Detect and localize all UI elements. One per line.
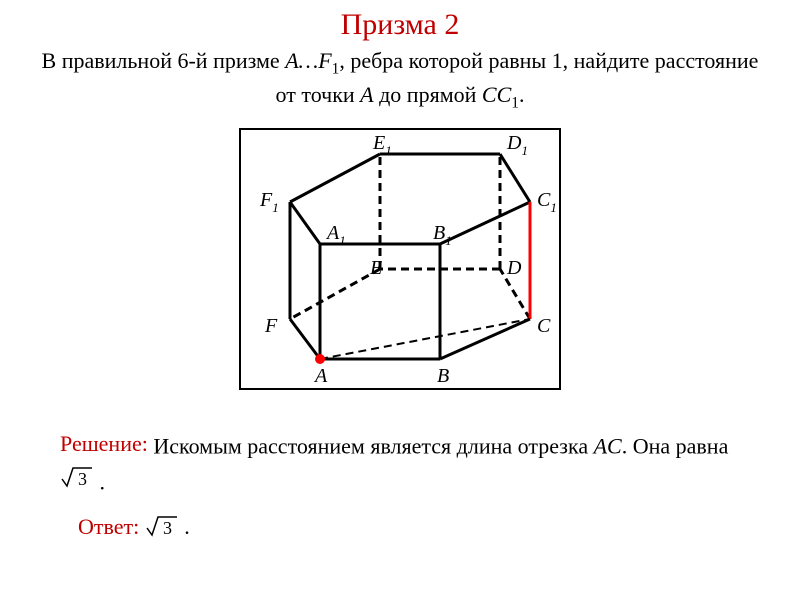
segment-ac: AC — [594, 434, 622, 459]
solution-text1: Искомым расстоянием является длина отрез… — [148, 434, 594, 459]
point-a: A — [360, 82, 373, 107]
sqrt-expression-2: 3 — [145, 513, 179, 545]
prism-diagram: ABCDEFA1B1C1D1E1F1 — [215, 124, 585, 404]
vertex-labels: ABCDEFA1B1C1D1E1F1 — [259, 132, 557, 387]
svg-text:D1: D1 — [506, 132, 528, 158]
prism-edges — [290, 154, 530, 364]
svg-text:C: C — [537, 315, 551, 337]
sqrt-expression-1: 3 — [60, 464, 94, 499]
prism-name: A…F — [285, 48, 331, 73]
solution-text3: . — [94, 469, 105, 494]
problem-statement: В правильной 6-й призме A…F1, ребра кото… — [0, 42, 800, 114]
slide-title: Призма 2 — [0, 0, 800, 42]
svg-text:B: B — [437, 365, 449, 387]
problem-part3: до прямой — [374, 82, 482, 107]
sqrt-val-2: 3 — [163, 518, 172, 538]
problem-part1: В правильной 6-й призме — [42, 48, 286, 73]
figure-container: ABCDEFA1B1C1D1E1F1 — [0, 124, 800, 409]
sqrt-val-1: 3 — [78, 469, 87, 489]
solution-block: Решение: Искомым расстоянием является дл… — [0, 409, 800, 499]
line-cc-sub: 1 — [511, 95, 519, 112]
solution-text2: . Она равна — [622, 434, 729, 459]
svg-text:D: D — [506, 257, 522, 279]
answer-tail: . — [179, 514, 190, 539]
problem-part4: . — [519, 82, 525, 107]
svg-text:F1: F1 — [259, 189, 279, 215]
svg-text:E: E — [369, 257, 382, 279]
svg-text:C1: C1 — [537, 189, 557, 215]
svg-text:A: A — [313, 365, 328, 387]
answer-block: Ответ: 3 . — [0, 499, 800, 545]
solution-label: Решение: — [60, 431, 148, 456]
svg-text:F: F — [264, 315, 278, 337]
line-cc: CC — [482, 82, 511, 107]
answer-label: Ответ: — [78, 514, 139, 539]
